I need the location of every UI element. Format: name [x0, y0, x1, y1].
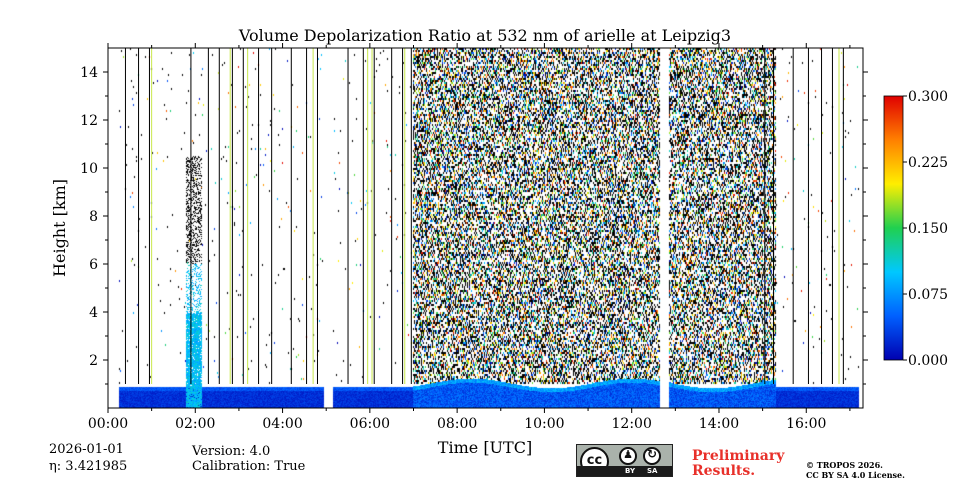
y-tick-label: 10	[80, 161, 98, 177]
plot-frame	[107, 47, 864, 409]
x-tick-label: 10:00	[524, 416, 564, 432]
cc-license-badge: cc ♟ ↻ BY SA	[576, 444, 673, 477]
y-tick-label: 2	[89, 353, 98, 369]
x-tick-label: 00:00	[88, 416, 128, 432]
person-icon: ♟	[623, 448, 633, 461]
heatmap-layer	[108, 48, 863, 408]
y-axis-label: Height [km]	[50, 179, 69, 277]
x-tick-label: 12:00	[612, 416, 652, 432]
y-tick-label: 6	[89, 257, 98, 273]
cc-badge-bar: BY SA	[577, 466, 672, 476]
calibration-label: Calibration: True	[192, 459, 306, 474]
colorbar-tick-label: 0.300	[908, 89, 948, 105]
colorbar-tick-label: 0.075	[908, 287, 948, 303]
x-tick-label: 06:00	[350, 416, 390, 432]
date-label: 2026-01-01	[49, 442, 124, 457]
cc-sa-text: SA	[647, 467, 658, 475]
y-tick-label: 12	[80, 113, 98, 129]
colorbar-tick-label: 0.150	[908, 221, 948, 237]
preliminary-line2: Results.	[692, 463, 756, 479]
y-tick-label: 4	[89, 305, 98, 321]
rotate-icon: ↻	[646, 447, 658, 461]
x-axis-label: Time [UTC]	[438, 438, 532, 457]
x-tick-label: 16:00	[786, 416, 826, 432]
cc-by-text: BY	[625, 467, 636, 475]
cc-text: cc	[586, 453, 603, 468]
x-tick-label: 02:00	[175, 416, 215, 432]
colorbar: 0.000 0.075 0.150 0.225 0.300	[883, 89, 948, 369]
eta-label: η: 3.421985	[49, 459, 128, 474]
chart-title: Volume Depolarization Ratio at 532 nm of…	[238, 26, 731, 45]
heatmap-image	[108, 48, 863, 408]
attribution-icon	[619, 447, 637, 465]
y-tick-label: 8	[89, 209, 98, 225]
x-tick-label: 08:00	[437, 416, 477, 432]
colorbar-tick-label: 0.000	[908, 353, 948, 369]
copyright-line2: CC BY SA 4.0 License.	[806, 470, 905, 480]
y-tick-label: 14	[80, 65, 98, 81]
colorbar-tick-label: 0.225	[908, 155, 948, 171]
preliminary-line1: Preliminary	[692, 448, 785, 464]
x-tick-label: 04:00	[262, 416, 302, 432]
share-alike-icon	[643, 447, 661, 465]
version-label: Version: 4.0	[192, 444, 271, 459]
axis-ticks: 00:00 02:00 04:00 06:00 08:00 10:00 12:00 14:00…	[80, 43, 868, 432]
colorbar-bar	[883, 95, 904, 361]
copyright-line1: © TROPOS 2026.	[806, 460, 883, 470]
x-tick-label: 14:00	[699, 416, 739, 432]
